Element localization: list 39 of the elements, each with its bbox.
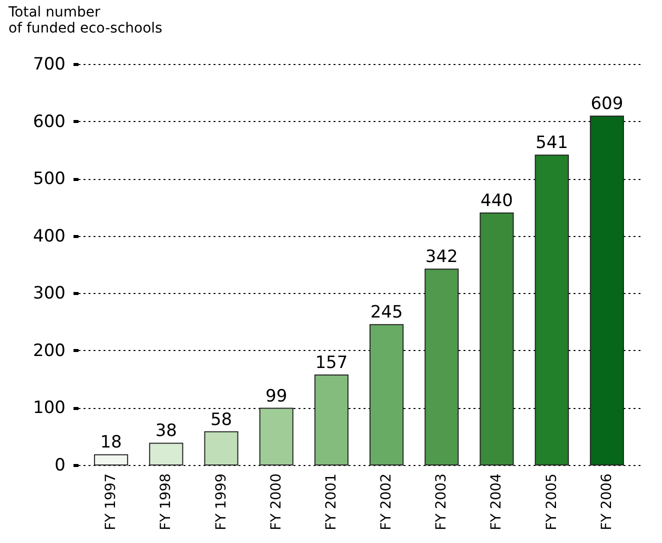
y-tick-label: 0 bbox=[54, 456, 66, 476]
x-tick-label: FY 1999 bbox=[213, 474, 230, 530]
y-tick-label: 400 bbox=[33, 226, 66, 246]
data-label: 18 bbox=[100, 432, 122, 453]
data-label: 440 bbox=[480, 190, 513, 211]
x-tick-label: FY 2000 bbox=[268, 474, 284, 530]
y-tick-label: 300 bbox=[33, 284, 66, 304]
bar bbox=[590, 116, 624, 466]
data-label: 609 bbox=[590, 94, 624, 114]
y-tick-label: 200 bbox=[33, 340, 66, 361]
x-tick-label: FY 1997 bbox=[103, 474, 120, 530]
y-tick-label: 700 bbox=[33, 54, 66, 74]
data-label: 99 bbox=[266, 386, 288, 406]
bar bbox=[480, 212, 514, 466]
x-tick-label: FY 2004 bbox=[488, 473, 505, 530]
x-tick-label: FY 2003 bbox=[434, 474, 450, 530]
bar bbox=[204, 431, 238, 466]
bar bbox=[94, 454, 128, 466]
y-tick-label: 500 bbox=[33, 169, 66, 190]
y-axis-title: Total number of funded eco-schools bbox=[8, 4, 162, 36]
x-tick-label: FY 2006 bbox=[598, 473, 615, 530]
bar bbox=[424, 268, 459, 466]
y-tick-label: 600 bbox=[33, 112, 66, 132]
bar bbox=[534, 154, 569, 466]
x-tick-label: FY 1998 bbox=[158, 474, 174, 530]
data-label: 157 bbox=[315, 353, 348, 374]
data-label: 245 bbox=[370, 302, 403, 323]
data-label: 342 bbox=[425, 247, 458, 268]
bar bbox=[314, 374, 348, 466]
data-label: 58 bbox=[210, 410, 232, 430]
bar bbox=[259, 408, 294, 466]
x-tick-label: FY 2001 bbox=[323, 474, 340, 530]
x-tick-label: FY 2002 bbox=[378, 474, 395, 530]
bar bbox=[370, 324, 404, 466]
bar bbox=[149, 442, 184, 466]
data-label: 541 bbox=[536, 133, 568, 154]
y-tick-label: 100 bbox=[33, 398, 66, 418]
data-label: 38 bbox=[155, 421, 177, 442]
x-tick-label: FY 2005 bbox=[544, 474, 560, 530]
